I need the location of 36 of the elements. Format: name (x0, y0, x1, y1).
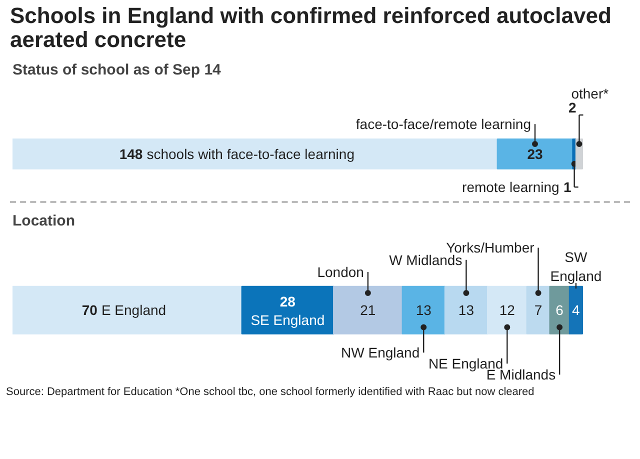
chart-title: Location (12, 212, 75, 230)
text: other* (571, 86, 610, 102)
series-label: face-to-face/remote learning (356, 116, 532, 132)
data-label: 12 (499, 302, 516, 318)
series-label: E England (101, 302, 166, 318)
data-label: 7 (534, 302, 542, 318)
chart-subtitle: Status of school as of Sep 14 (12, 62, 222, 79)
data-label: 13 (458, 302, 474, 318)
bar (496, 138, 574, 170)
data-label: 2 (568, 100, 576, 116)
series-label: SE England (250, 312, 325, 328)
series-label: London (317, 264, 364, 280)
series-label: NW England (341, 344, 420, 361)
data-label: 21 (360, 302, 376, 318)
bar (568, 286, 583, 335)
data-label: 23 (527, 146, 543, 162)
bar (333, 286, 403, 335)
series-label: remote learning (462, 179, 560, 196)
data-label: 28 (280, 294, 296, 310)
source-note: Source: Department for Education *One school tbc, one school formerly identified with Raac but now cleared (6, 385, 534, 400)
series-label: schools with face-to-face learning (146, 146, 354, 162)
bar (12, 286, 242, 335)
bar (444, 286, 488, 335)
bar (526, 286, 550, 335)
bar (549, 286, 570, 335)
data-label: 70 (82, 302, 98, 318)
data-label: 6 (556, 302, 564, 318)
data-label: 4 (572, 302, 580, 318)
chart-title: Schools in England with confirmed reinforced autoclaved aerated concrete (10, 3, 612, 52)
data-label: 13 (416, 302, 432, 318)
series-label: SW England (550, 249, 602, 285)
bar (12, 138, 498, 170)
bar (402, 286, 446, 335)
data-label: 148 (119, 146, 143, 162)
bar (487, 286, 528, 335)
data-label: 1 (564, 179, 572, 196)
